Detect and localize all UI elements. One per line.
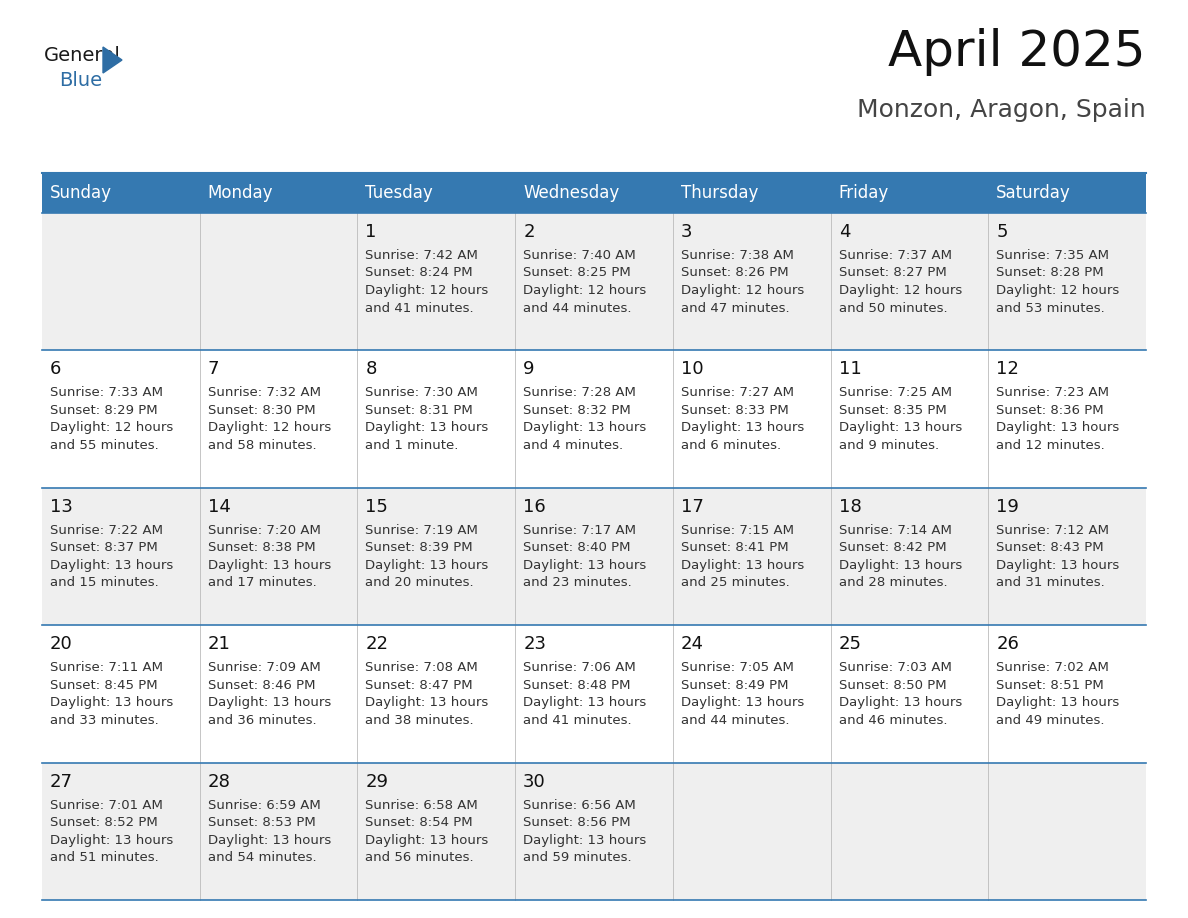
Text: 15: 15 [366, 498, 388, 516]
Text: Wednesday: Wednesday [523, 184, 619, 202]
Text: Sunrise: 7:06 AM
Sunset: 8:48 PM
Daylight: 13 hours
and 41 minutes.: Sunrise: 7:06 AM Sunset: 8:48 PM Dayligh… [523, 661, 646, 727]
Bar [42, 487, 1146, 625]
Text: Sunrise: 7:01 AM
Sunset: 8:52 PM
Daylight: 13 hours
and 51 minutes.: Sunrise: 7:01 AM Sunset: 8:52 PM Dayligh… [50, 799, 173, 864]
Text: Sunrise: 7:17 AM
Sunset: 8:40 PM
Daylight: 13 hours
and 23 minutes.: Sunrise: 7:17 AM Sunset: 8:40 PM Dayligh… [523, 524, 646, 589]
Text: 27: 27 [50, 773, 72, 790]
Bar [42, 351, 1146, 487]
Text: 5: 5 [997, 223, 1007, 241]
Text: 9: 9 [523, 361, 535, 378]
Text: Sunday: Sunday [50, 184, 112, 202]
Text: 10: 10 [681, 361, 703, 378]
Text: Sunrise: 7:20 AM
Sunset: 8:38 PM
Daylight: 13 hours
and 17 minutes.: Sunrise: 7:20 AM Sunset: 8:38 PM Dayligh… [208, 524, 331, 589]
Text: Sunrise: 7:19 AM
Sunset: 8:39 PM
Daylight: 13 hours
and 20 minutes.: Sunrise: 7:19 AM Sunset: 8:39 PM Dayligh… [366, 524, 488, 589]
Text: Saturday: Saturday [997, 184, 1072, 202]
Text: 14: 14 [208, 498, 230, 516]
Text: Thursday: Thursday [681, 184, 758, 202]
Text: Sunrise: 7:37 AM
Sunset: 8:27 PM
Daylight: 12 hours
and 50 minutes.: Sunrise: 7:37 AM Sunset: 8:27 PM Dayligh… [839, 249, 962, 315]
Text: 8: 8 [366, 361, 377, 378]
Text: Sunrise: 7:40 AM
Sunset: 8:25 PM
Daylight: 12 hours
and 44 minutes.: Sunrise: 7:40 AM Sunset: 8:25 PM Dayligh… [523, 249, 646, 315]
Text: Blue: Blue [59, 71, 102, 90]
Text: 28: 28 [208, 773, 230, 790]
Text: Sunrise: 7:14 AM
Sunset: 8:42 PM
Daylight: 13 hours
and 28 minutes.: Sunrise: 7:14 AM Sunset: 8:42 PM Dayligh… [839, 524, 962, 589]
Text: 16: 16 [523, 498, 546, 516]
Text: 1: 1 [366, 223, 377, 241]
Text: 23: 23 [523, 635, 546, 654]
Text: Monzon, Aragon, Spain: Monzon, Aragon, Spain [858, 98, 1146, 122]
Text: Sunrise: 7:22 AM
Sunset: 8:37 PM
Daylight: 13 hours
and 15 minutes.: Sunrise: 7:22 AM Sunset: 8:37 PM Dayligh… [50, 524, 173, 589]
Text: Sunrise: 7:23 AM
Sunset: 8:36 PM
Daylight: 13 hours
and 12 minutes.: Sunrise: 7:23 AM Sunset: 8:36 PM Dayligh… [997, 386, 1119, 452]
Text: Sunrise: 7:28 AM
Sunset: 8:32 PM
Daylight: 13 hours
and 4 minutes.: Sunrise: 7:28 AM Sunset: 8:32 PM Dayligh… [523, 386, 646, 452]
Text: 25: 25 [839, 635, 861, 654]
Text: Sunrise: 7:11 AM
Sunset: 8:45 PM
Daylight: 13 hours
and 33 minutes.: Sunrise: 7:11 AM Sunset: 8:45 PM Dayligh… [50, 661, 173, 727]
Text: Sunrise: 7:25 AM
Sunset: 8:35 PM
Daylight: 13 hours
and 9 minutes.: Sunrise: 7:25 AM Sunset: 8:35 PM Dayligh… [839, 386, 962, 452]
Text: General: General [44, 46, 121, 65]
Text: 24: 24 [681, 635, 703, 654]
Text: 2: 2 [523, 223, 535, 241]
Text: 4: 4 [839, 223, 851, 241]
Text: Sunrise: 7:05 AM
Sunset: 8:49 PM
Daylight: 13 hours
and 44 minutes.: Sunrise: 7:05 AM Sunset: 8:49 PM Dayligh… [681, 661, 804, 727]
Bar [42, 213, 1146, 351]
Text: 30: 30 [523, 773, 546, 790]
Text: 20: 20 [50, 635, 72, 654]
Text: 19: 19 [997, 498, 1019, 516]
Text: 3: 3 [681, 223, 693, 241]
Text: 22: 22 [366, 635, 388, 654]
Text: Sunrise: 7:33 AM
Sunset: 8:29 PM
Daylight: 12 hours
and 55 minutes.: Sunrise: 7:33 AM Sunset: 8:29 PM Dayligh… [50, 386, 173, 452]
Text: Sunrise: 7:27 AM
Sunset: 8:33 PM
Daylight: 13 hours
and 6 minutes.: Sunrise: 7:27 AM Sunset: 8:33 PM Dayligh… [681, 386, 804, 452]
Bar [42, 625, 1146, 763]
Text: Sunrise: 7:42 AM
Sunset: 8:24 PM
Daylight: 12 hours
and 41 minutes.: Sunrise: 7:42 AM Sunset: 8:24 PM Dayligh… [366, 249, 488, 315]
Text: 17: 17 [681, 498, 703, 516]
Text: Friday: Friday [839, 184, 889, 202]
Text: 11: 11 [839, 361, 861, 378]
Text: Sunrise: 6:59 AM
Sunset: 8:53 PM
Daylight: 13 hours
and 54 minutes.: Sunrise: 6:59 AM Sunset: 8:53 PM Dayligh… [208, 799, 331, 864]
Text: Sunrise: 7:15 AM
Sunset: 8:41 PM
Daylight: 13 hours
and 25 minutes.: Sunrise: 7:15 AM Sunset: 8:41 PM Dayligh… [681, 524, 804, 589]
Bar [42, 173, 1146, 213]
Text: Sunrise: 6:56 AM
Sunset: 8:56 PM
Daylight: 13 hours
and 59 minutes.: Sunrise: 6:56 AM Sunset: 8:56 PM Dayligh… [523, 799, 646, 864]
Text: Sunrise: 6:58 AM
Sunset: 8:54 PM
Daylight: 13 hours
and 56 minutes.: Sunrise: 6:58 AM Sunset: 8:54 PM Dayligh… [366, 799, 488, 864]
Text: Sunrise: 7:09 AM
Sunset: 8:46 PM
Daylight: 13 hours
and 36 minutes.: Sunrise: 7:09 AM Sunset: 8:46 PM Dayligh… [208, 661, 331, 727]
Text: 7: 7 [208, 361, 220, 378]
Text: Tuesday: Tuesday [366, 184, 434, 202]
Text: Sunrise: 7:08 AM
Sunset: 8:47 PM
Daylight: 13 hours
and 38 minutes.: Sunrise: 7:08 AM Sunset: 8:47 PM Dayligh… [366, 661, 488, 727]
Text: 29: 29 [366, 773, 388, 790]
Text: 21: 21 [208, 635, 230, 654]
Text: 18: 18 [839, 498, 861, 516]
Text: Sunrise: 7:35 AM
Sunset: 8:28 PM
Daylight: 12 hours
and 53 minutes.: Sunrise: 7:35 AM Sunset: 8:28 PM Dayligh… [997, 249, 1119, 315]
Text: 6: 6 [50, 361, 62, 378]
Text: Sunrise: 7:12 AM
Sunset: 8:43 PM
Daylight: 13 hours
and 31 minutes.: Sunrise: 7:12 AM Sunset: 8:43 PM Dayligh… [997, 524, 1119, 589]
Text: Sunrise: 7:30 AM
Sunset: 8:31 PM
Daylight: 13 hours
and 1 minute.: Sunrise: 7:30 AM Sunset: 8:31 PM Dayligh… [366, 386, 488, 452]
Bar [42, 763, 1146, 900]
Polygon shape [103, 47, 122, 73]
Text: Sunrise: 7:38 AM
Sunset: 8:26 PM
Daylight: 12 hours
and 47 minutes.: Sunrise: 7:38 AM Sunset: 8:26 PM Dayligh… [681, 249, 804, 315]
Text: April 2025: April 2025 [889, 28, 1146, 76]
Text: Sunrise: 7:32 AM
Sunset: 8:30 PM
Daylight: 12 hours
and 58 minutes.: Sunrise: 7:32 AM Sunset: 8:30 PM Dayligh… [208, 386, 331, 452]
Text: 26: 26 [997, 635, 1019, 654]
Text: 12: 12 [997, 361, 1019, 378]
Text: Sunrise: 7:02 AM
Sunset: 8:51 PM
Daylight: 13 hours
and 49 minutes.: Sunrise: 7:02 AM Sunset: 8:51 PM Dayligh… [997, 661, 1119, 727]
Text: Sunrise: 7:03 AM
Sunset: 8:50 PM
Daylight: 13 hours
and 46 minutes.: Sunrise: 7:03 AM Sunset: 8:50 PM Dayligh… [839, 661, 962, 727]
Text: Monday: Monday [208, 184, 273, 202]
Text: 13: 13 [50, 498, 72, 516]
